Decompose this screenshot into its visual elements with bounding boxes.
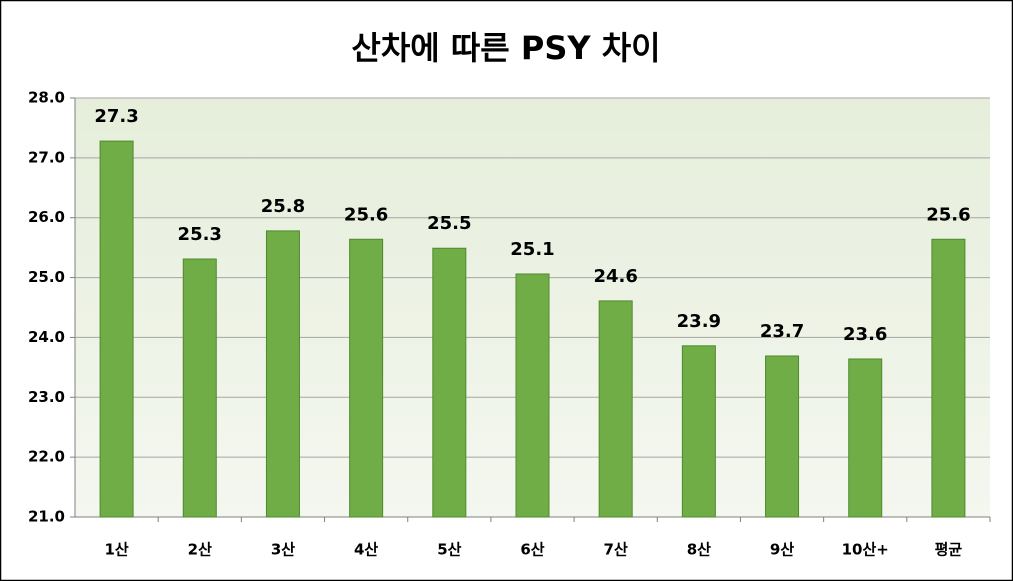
y-tick-label: 24.0 (28, 328, 65, 346)
x-tick-label: 2산 (188, 541, 212, 559)
value-label: 25.8 (261, 196, 305, 217)
value-label: 25.1 (510, 239, 554, 260)
value-label: 25.6 (344, 204, 388, 225)
x-tick-label: 3산 (271, 541, 295, 559)
value-label: 23.7 (760, 321, 804, 342)
x-tick-label: 평균 (935, 541, 963, 559)
y-tick-label: 27.0 (28, 148, 65, 166)
x-tick-label: 9산 (770, 541, 794, 559)
y-tick-label: 28.0 (28, 89, 65, 107)
x-tick-label: 7산 (604, 541, 628, 559)
bar (349, 238, 384, 518)
x-tick-label: 1산 (104, 541, 128, 559)
bar (182, 258, 217, 518)
bar (681, 345, 716, 518)
bar (931, 238, 966, 518)
x-tick-label: 8산 (687, 541, 711, 559)
x-tick-label: 10산+ (842, 541, 889, 559)
value-label: 23.9 (677, 311, 721, 332)
x-tick-label: 4산 (354, 541, 378, 559)
x-tick-label: 6산 (520, 541, 544, 559)
value-label: 23.6 (843, 324, 887, 345)
bar (848, 358, 883, 518)
chart-title: 산차에 따른 PSY 차이 (351, 29, 660, 67)
value-label: 24.6 (593, 266, 637, 287)
value-label: 25.6 (926, 204, 970, 225)
y-tick-label: 26.0 (28, 208, 65, 226)
bar (765, 355, 800, 518)
bar (515, 273, 550, 518)
y-tick-label: 25.0 (28, 268, 65, 286)
y-tick-label: 22.0 (28, 448, 65, 466)
bar (432, 247, 467, 518)
bar (99, 140, 134, 518)
bar (265, 230, 300, 518)
y-tick-label: 23.0 (28, 388, 65, 406)
y-tick-label: 21.0 (28, 508, 65, 526)
value-label: 25.3 (178, 224, 222, 245)
value-label: 25.5 (427, 213, 471, 234)
value-label: 27.3 (94, 106, 138, 127)
bar (598, 300, 633, 518)
x-tick-label: 5산 (437, 541, 461, 559)
